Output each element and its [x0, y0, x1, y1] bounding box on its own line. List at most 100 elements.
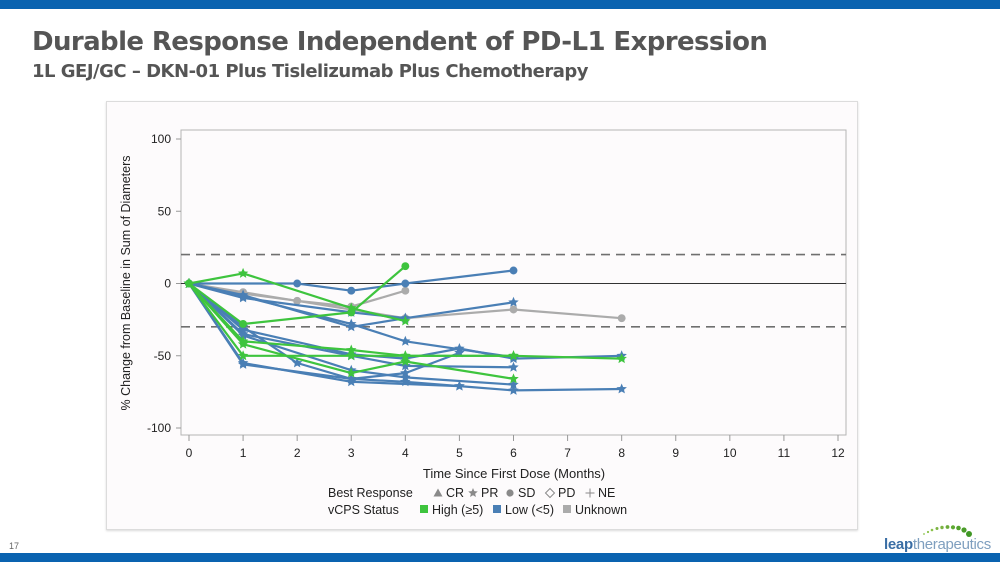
triangle-icon: [433, 488, 443, 497]
legend-item-pr: PR: [468, 486, 498, 500]
pr-star-marker: [616, 383, 627, 394]
pr-star-marker: [400, 315, 411, 326]
sd-circle-marker: [401, 286, 410, 295]
legend: Best Response CR PR SD PD NE vCPS Status Hig…: [328, 486, 627, 517]
x-tick-label: 8: [618, 446, 625, 460]
pr-star-marker: [237, 338, 249, 349]
x-tick-label: 5: [456, 446, 463, 460]
legend-best-response-items: CR PR SD PD NE: [433, 486, 615, 500]
legend-item-sd: SD: [506, 486, 535, 500]
y-axis: 100 50 0 -50 -100: [147, 132, 181, 435]
sd-circle-marker: [239, 320, 248, 328]
slide-title: Durable Response Independent of PD-L1 Ex…: [32, 27, 768, 57]
legend-item-label: PD: [558, 486, 575, 500]
pr-star-marker: [508, 361, 519, 372]
circle-icon: [506, 489, 514, 497]
sd-circle-marker: [401, 262, 410, 271]
pr-star-marker: [616, 353, 627, 364]
pr-star-marker: [346, 344, 357, 355]
x-tick-label: 3: [348, 446, 355, 460]
page-number: 17: [9, 541, 20, 551]
pr-star-marker: [237, 350, 249, 361]
pr-star-marker: [183, 278, 195, 288]
pr-star-marker: [400, 335, 411, 346]
color-swatch-icon: [563, 505, 571, 513]
series-layer: [183, 262, 627, 395]
sd-circle-marker: [617, 314, 626, 323]
legend-item-pd: PD: [544, 486, 575, 500]
y-tick-label: 0: [164, 277, 171, 291]
legend-best-response-title: Best Response: [328, 486, 413, 500]
pr-star-marker: [454, 380, 465, 391]
x-tick-label: 10: [723, 446, 737, 460]
x-tick-label: 11: [778, 446, 791, 460]
pr-star-marker: [237, 358, 249, 369]
x-tick-label: 6: [510, 446, 517, 460]
pr-star-marker: [400, 376, 411, 387]
pr-star-marker: [508, 379, 519, 390]
sd-circle-marker: [293, 279, 302, 288]
sd-circle-marker: [401, 279, 410, 288]
legend-item-label: CR: [446, 486, 464, 500]
pr-star-marker: [400, 350, 411, 361]
color-swatch-icon: [493, 505, 501, 513]
plus-icon: [585, 488, 595, 498]
x-tick-label: 0: [186, 446, 193, 460]
pr-star-marker: [400, 360, 411, 371]
legend-vcps-title: vCPS Status: [328, 503, 399, 517]
legend-item-cr: CR: [433, 486, 464, 500]
legend-item-high: High (≥5): [420, 503, 483, 517]
x-tick-label: 12: [831, 446, 845, 460]
sd-circle-marker: [347, 286, 356, 295]
x-axis: 0 1 2 3 4 5 6 7 8 9 10 11 12: [186, 435, 845, 460]
legend-vcps-items: High (≥5) Low (<5) Unknown: [420, 503, 627, 517]
pr-star-marker: [346, 373, 357, 384]
legend-item-label: Unknown: [575, 503, 627, 517]
pr-star-marker: [346, 318, 357, 329]
sd-circle-marker: [509, 305, 518, 314]
series-line: [188, 282, 622, 360]
legend-item-label: NE: [598, 486, 615, 500]
pr-star-marker: [508, 296, 519, 307]
legend-item-label: SD: [518, 486, 535, 500]
series-line: [188, 282, 460, 380]
y-tick-label: -100: [147, 421, 171, 435]
legend-item-label: High (≥5): [432, 503, 483, 517]
slide-subtitle: 1L GEJ/GC – DKN-01 Plus Tislelizumab Plu…: [32, 61, 589, 82]
y-axis-label: % Change from Baseline in Sum of Diamete…: [119, 156, 133, 411]
star-icon: [468, 488, 478, 498]
x-tick-label: 4: [402, 446, 409, 460]
logo-text-therapeutics: therapeutics: [912, 536, 991, 553]
sd-circle-marker: [347, 308, 356, 317]
series-line: [188, 272, 406, 323]
series-line: [188, 265, 407, 326]
legend-item-label: PR: [481, 486, 498, 500]
series-pt-g5: [183, 278, 519, 384]
logo-dots-icon: [923, 525, 972, 537]
y-tick-label: 50: [158, 204, 172, 218]
bottom-brand-bar: [0, 553, 1000, 562]
company-logo: leaptherapeutics: [884, 520, 994, 553]
logo-text-leap: leap: [884, 536, 913, 553]
legend-item-label: Low (<5): [505, 503, 554, 517]
x-axis-label: Time Since First Dose (Months): [423, 466, 605, 481]
legend-item-unknown: Unknown: [563, 503, 627, 517]
pr-star-marker: [237, 267, 249, 278]
series-pt-g4: [183, 278, 627, 364]
pr-star-marker: [346, 367, 357, 378]
sd-circle-marker: [509, 266, 518, 275]
legend-item-ne: NE: [585, 486, 615, 500]
y-tick-label: -50: [154, 349, 172, 363]
top-brand-bar: [0, 0, 1000, 9]
color-swatch-icon: [420, 505, 428, 513]
pr-star-marker: [508, 384, 519, 395]
diamond-icon: [544, 487, 556, 499]
series-pt-b1: [185, 266, 518, 295]
pr-star-marker: [346, 350, 357, 361]
pr-star-marker: [291, 357, 303, 368]
pr-star-marker: [237, 291, 249, 301]
y-tick-label: 100: [151, 132, 171, 146]
x-tick-label: 2: [294, 446, 301, 460]
pr-star-marker: [400, 356, 411, 366]
